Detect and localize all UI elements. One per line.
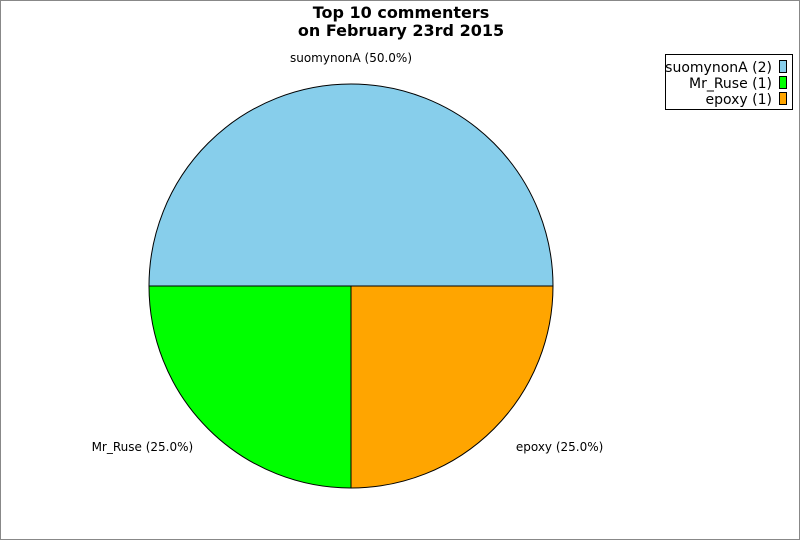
slice-label: Mr_Ruse (25.0%) [92, 440, 194, 454]
chart-title-line-2: on February 23rd 2015 [298, 21, 504, 40]
slice-label: suomynonA (50.0%) [290, 51, 412, 65]
legend-label: suomynonA (2) [665, 60, 772, 76]
legend-swatch [779, 76, 787, 89]
legend-label: epoxy (1) [706, 92, 773, 108]
legend: suomynonA (2)Mr_Ruse (1)epoxy (1) [665, 54, 793, 110]
legend-swatch [779, 60, 787, 73]
slice-label: epoxy (25.0%) [516, 440, 603, 454]
legend-swatch [779, 92, 787, 105]
pie-slice-suomynona [148, 83, 554, 287]
pie-slice-mr-ruse [148, 285, 352, 489]
chart-title-line-1: Top 10 commenters [313, 3, 490, 22]
legend-label: Mr_Ruse (1) [689, 76, 772, 92]
legend-box [665, 54, 793, 110]
pie-slice-epoxy [350, 285, 554, 489]
